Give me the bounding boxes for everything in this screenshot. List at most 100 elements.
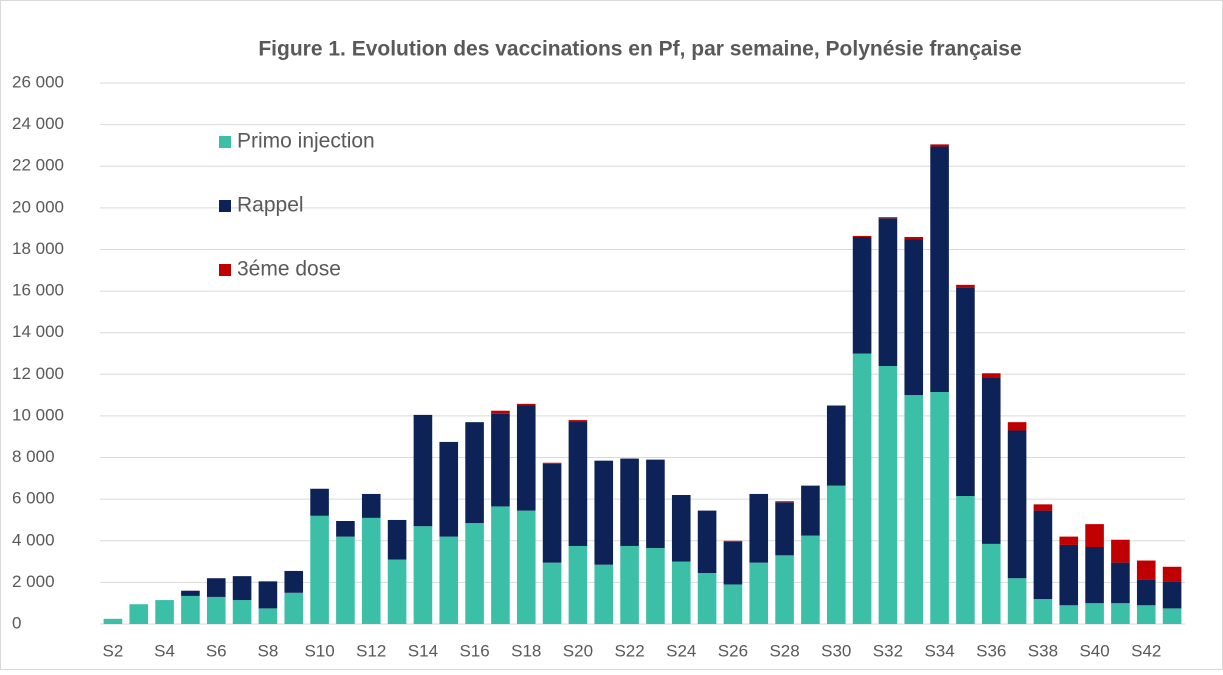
bar-segment bbox=[1085, 603, 1104, 624]
y-tick-label: 0 bbox=[12, 613, 21, 632]
x-tick-label: S20 bbox=[563, 641, 593, 660]
y-tick-label: 16 000 bbox=[12, 281, 64, 300]
bar-segment bbox=[232, 576, 252, 601]
bar-segment bbox=[1007, 578, 1027, 624]
y-tick-label: 6 000 bbox=[12, 489, 55, 508]
bar-segment bbox=[491, 506, 510, 624]
bar-segment bbox=[310, 515, 329, 624]
x-tick-label: S24 bbox=[666, 641, 696, 660]
bar-segment bbox=[155, 600, 174, 624]
bar-segment bbox=[1059, 605, 1079, 624]
x-tick-label: S40 bbox=[1079, 641, 1109, 660]
bar-segment bbox=[749, 562, 769, 624]
bar-segment bbox=[413, 526, 433, 624]
bar-segment bbox=[361, 493, 381, 518]
bar-segment bbox=[1059, 544, 1079, 606]
legend-label: 3éme dose bbox=[237, 258, 341, 281]
bar-segment bbox=[1085, 547, 1104, 604]
bar-segment bbox=[232, 600, 252, 624]
bar-segment bbox=[206, 578, 226, 597]
bar-segment bbox=[336, 536, 355, 624]
bar-segment bbox=[491, 410, 510, 414]
x-tick-label: S26 bbox=[718, 641, 748, 660]
bar-segment bbox=[930, 391, 949, 624]
bar-segment bbox=[129, 604, 149, 624]
bar-segment bbox=[930, 146, 949, 392]
x-tick-label: S10 bbox=[304, 641, 334, 660]
bar-segment bbox=[646, 548, 665, 624]
bar-segment bbox=[1059, 536, 1079, 545]
bar-segment bbox=[878, 218, 898, 366]
bar-segment bbox=[413, 414, 433, 527]
x-tick-label: S14 bbox=[408, 641, 438, 660]
bar-segment bbox=[1033, 599, 1053, 624]
bar-segment bbox=[852, 235, 872, 237]
legend-swatch bbox=[219, 200, 231, 212]
bar-segment bbox=[1111, 539, 1130, 563]
bar-segment bbox=[491, 413, 510, 507]
x-tick-label: S6 bbox=[206, 641, 227, 660]
legend-label: Primo injection bbox=[237, 130, 375, 153]
bar-segment bbox=[956, 287, 975, 497]
bar-segment bbox=[516, 405, 536, 511]
bar-segment bbox=[1162, 581, 1182, 609]
legend-swatch bbox=[219, 136, 231, 148]
chart-title: Figure 1. Evolution des vaccinations en … bbox=[258, 38, 1021, 61]
y-tick-label: 4 000 bbox=[12, 530, 55, 549]
bar-segment bbox=[568, 421, 588, 546]
bar-segment bbox=[516, 510, 536, 624]
bar-segment bbox=[956, 284, 975, 288]
bar-segment bbox=[258, 581, 278, 609]
bar-segment bbox=[1111, 603, 1130, 624]
bar-segment bbox=[801, 535, 820, 624]
bar-segment bbox=[1136, 560, 1156, 580]
bar-segment bbox=[801, 485, 820, 536]
y-tick-label: 20 000 bbox=[12, 197, 64, 216]
legend-label: Rappel bbox=[237, 194, 304, 217]
bar-segment bbox=[568, 545, 588, 624]
bar-segment bbox=[1162, 566, 1182, 582]
bar-segment bbox=[852, 236, 872, 354]
bar-segment bbox=[1136, 579, 1156, 606]
bar-segment bbox=[258, 608, 278, 624]
bar-segment bbox=[749, 493, 769, 563]
bar-segment bbox=[542, 463, 562, 563]
bar-segment bbox=[1162, 608, 1182, 624]
bar-segment bbox=[1033, 510, 1053, 600]
bar-segment bbox=[697, 510, 717, 574]
bar-segment bbox=[981, 543, 1001, 624]
bar-segment bbox=[206, 596, 226, 624]
bar-segment bbox=[465, 523, 484, 624]
bar-segment bbox=[1007, 430, 1027, 579]
bar-segment bbox=[439, 536, 459, 624]
y-tick-label: 12 000 bbox=[12, 364, 64, 383]
bar-segment bbox=[594, 460, 614, 565]
bar-segment bbox=[465, 422, 484, 524]
bar-segment bbox=[697, 573, 717, 624]
bar-segment bbox=[542, 462, 562, 464]
bar-segment bbox=[1136, 605, 1156, 624]
bar-segment bbox=[310, 488, 329, 516]
bar-segment bbox=[361, 517, 381, 624]
x-tick-label: S34 bbox=[924, 641, 954, 660]
x-tick-label: S12 bbox=[356, 641, 386, 660]
bar-segment bbox=[723, 540, 743, 542]
bar-segment bbox=[1085, 524, 1104, 548]
y-tick-label: 24 000 bbox=[12, 114, 64, 133]
bar-segment bbox=[904, 239, 924, 396]
bar-segment bbox=[826, 405, 846, 486]
bar-segment bbox=[671, 494, 691, 562]
bar-segment bbox=[284, 570, 304, 593]
x-tick-label: S42 bbox=[1131, 641, 1161, 660]
bar-segment bbox=[826, 485, 846, 624]
bar-segment bbox=[775, 501, 794, 503]
x-tick-label: S30 bbox=[821, 641, 851, 660]
x-tick-label: S18 bbox=[511, 641, 541, 660]
bar-segment bbox=[387, 559, 407, 624]
x-tick-label: S2 bbox=[103, 641, 124, 660]
bar-segment bbox=[1033, 504, 1053, 511]
bar-segment bbox=[981, 377, 1001, 544]
y-tick-label: 8 000 bbox=[12, 447, 55, 466]
bar-segment bbox=[1111, 562, 1130, 604]
